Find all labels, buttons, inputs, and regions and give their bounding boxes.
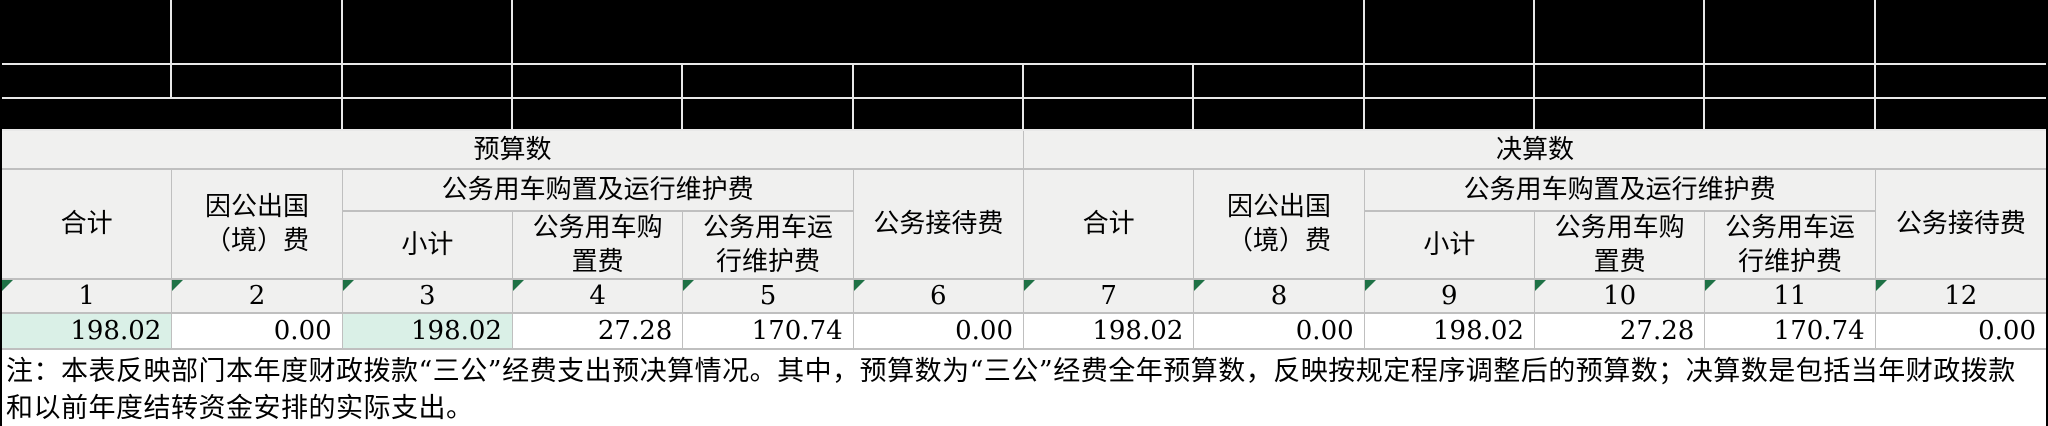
green-corner-indicator-icon: [1194, 280, 1206, 291]
data-cell[interactable]: 0.00: [1194, 314, 1365, 350]
data-cell[interactable]: 170.74: [683, 314, 854, 350]
header-reception-final[interactable]: 公务接待费: [1875, 170, 2046, 280]
green-corner-indicator-icon: [512, 280, 524, 291]
redacted-cell[interactable]: [683, 65, 854, 99]
section-header-budget[interactable]: 预算数: [2, 131, 1024, 170]
redacted-cell[interactable]: [1875, 0, 2046, 65]
header-subtotal-budget[interactable]: 小计: [342, 212, 513, 280]
data-cell[interactable]: 198.02: [1023, 314, 1195, 350]
green-corner-indicator-icon: [1534, 280, 1546, 291]
redacted-cell[interactable]: [853, 99, 1024, 131]
redacted-cell[interactable]: [1705, 99, 1876, 131]
redacted-cell[interactable]: [1194, 99, 1365, 131]
green-corner-indicator-icon: [1023, 280, 1035, 291]
green-corner-indicator-icon: [172, 280, 184, 291]
header-abroad-budget[interactable]: 因公出国（境）费: [172, 170, 343, 280]
green-corner-indicator-icon: [1875, 280, 1887, 291]
green-corner-indicator-icon: [1364, 280, 1376, 291]
green-corner-indicator-icon: [342, 280, 354, 291]
column-number-cell[interactable]: 6: [853, 280, 1024, 314]
data-cell[interactable]: 198.02: [1364, 314, 1535, 350]
redacted-cell[interactable]: [2, 99, 343, 131]
redacted-cell[interactable]: [683, 99, 854, 131]
data-cell[interactable]: 0.00: [1875, 314, 2046, 350]
column-number: 5: [759, 281, 777, 311]
column-number-cell[interactable]: 8: [1194, 280, 1365, 314]
column-number-cell[interactable]: 4: [512, 280, 684, 314]
column-number-cell[interactable]: 1: [2, 280, 173, 314]
column-number-cell[interactable]: 11: [1705, 280, 1876, 314]
header-vehicle-maintenance-budget[interactable]: 公务用车运行维护费: [683, 212, 854, 280]
column-number-cell[interactable]: 12: [1875, 280, 2046, 314]
data-cell[interactable]: 0.00: [853, 314, 1024, 350]
column-number-cell[interactable]: 9: [1364, 280, 1535, 314]
column-number-cell[interactable]: 10: [1534, 280, 1706, 314]
column-number: 8: [1270, 281, 1288, 311]
column-number: 4: [589, 281, 606, 311]
redacted-cell[interactable]: [1364, 65, 1535, 99]
header-reception-budget[interactable]: 公务接待费: [853, 170, 1024, 280]
redacted-cell[interactable]: [1364, 99, 1535, 131]
green-corner-indicator-icon: [683, 280, 695, 291]
data-cell[interactable]: 0.00: [172, 314, 343, 350]
column-number: 12: [1944, 281, 1978, 311]
redacted-cell[interactable]: [1194, 65, 1365, 99]
green-corner-indicator-icon: [2, 280, 13, 291]
data-cell[interactable]: 170.74: [1705, 314, 1876, 350]
header-vehicle-purchase-budget[interactable]: 公务用车购置费: [512, 212, 684, 280]
header-total-final[interactable]: 合计: [1023, 170, 1195, 280]
redacted-cell[interactable]: [512, 65, 684, 99]
column-number: 1: [78, 281, 95, 311]
redacted-cell[interactable]: [512, 0, 1365, 65]
redacted-cell[interactable]: [853, 65, 1024, 99]
column-number: 2: [248, 281, 266, 311]
column-number-cell[interactable]: 7: [1023, 280, 1195, 314]
redacted-cell[interactable]: [172, 0, 343, 65]
redacted-cell[interactable]: [2, 65, 173, 99]
redacted-cell[interactable]: [1023, 65, 1195, 99]
column-number-cell[interactable]: 5: [683, 280, 854, 314]
redacted-cell[interactable]: [2, 0, 173, 65]
header-total-budget[interactable]: 合计: [2, 170, 173, 280]
redacted-cell[interactable]: [1875, 65, 2046, 99]
column-number: 11: [1773, 281, 1807, 311]
column-number-cell[interactable]: 2: [172, 280, 343, 314]
redacted-cell[interactable]: [172, 65, 343, 99]
redacted-cell[interactable]: [1534, 65, 1706, 99]
redacted-cell[interactable]: [1023, 99, 1195, 131]
section-header-final[interactable]: 决算数: [1023, 131, 2046, 170]
header-vehicle-purchase-final[interactable]: 公务用车购置费: [1534, 212, 1706, 280]
header-vehicle-group-budget[interactable]: 公务用车购置及运行维护费: [342, 170, 854, 212]
data-cell[interactable]: 198.02: [342, 314, 513, 350]
redacted-cell[interactable]: [342, 99, 513, 131]
green-corner-indicator-icon: [1705, 280, 1717, 291]
data-cell[interactable]: 27.28: [512, 314, 684, 350]
header-subtotal-final[interactable]: 小计: [1364, 212, 1535, 280]
redacted-cell[interactable]: [1534, 0, 1706, 65]
green-corner-indicator-icon: [853, 280, 865, 291]
three-public-expenses-table: 预算数 决算数 合计 因公出国（境）费 公务用车购置及运行维护费 小计 公务用车…: [2, 0, 2046, 350]
column-number-cell[interactable]: 3: [342, 280, 513, 314]
redacted-cell[interactable]: [1534, 99, 1706, 131]
column-number: 3: [419, 281, 436, 311]
column-number: 6: [930, 281, 947, 311]
redacted-cell[interactable]: [1364, 0, 1535, 65]
table-note: 注：本表反映部门本年度财政拨款“三公”经费支出预决算情况。其中，预算数为“三公”…: [2, 350, 2046, 426]
column-number: 7: [1100, 281, 1117, 311]
redacted-cell[interactable]: [1875, 99, 2046, 131]
data-cell[interactable]: 27.28: [1534, 314, 1706, 350]
redacted-cell[interactable]: [342, 65, 513, 99]
redacted-cell[interactable]: [1705, 65, 1876, 99]
column-number: 10: [1603, 281, 1637, 311]
redacted-cell[interactable]: [512, 99, 684, 131]
header-vehicle-group-final[interactable]: 公务用车购置及运行维护费: [1364, 170, 1876, 212]
redacted-cell[interactable]: [342, 0, 513, 65]
header-abroad-final[interactable]: 因公出国（境）费: [1194, 170, 1365, 280]
redacted-cell[interactable]: [1705, 0, 1876, 65]
header-vehicle-maintenance-final[interactable]: 公务用车运行维护费: [1705, 212, 1876, 280]
data-cell[interactable]: 198.02: [2, 314, 173, 350]
column-number: 9: [1441, 281, 1458, 311]
